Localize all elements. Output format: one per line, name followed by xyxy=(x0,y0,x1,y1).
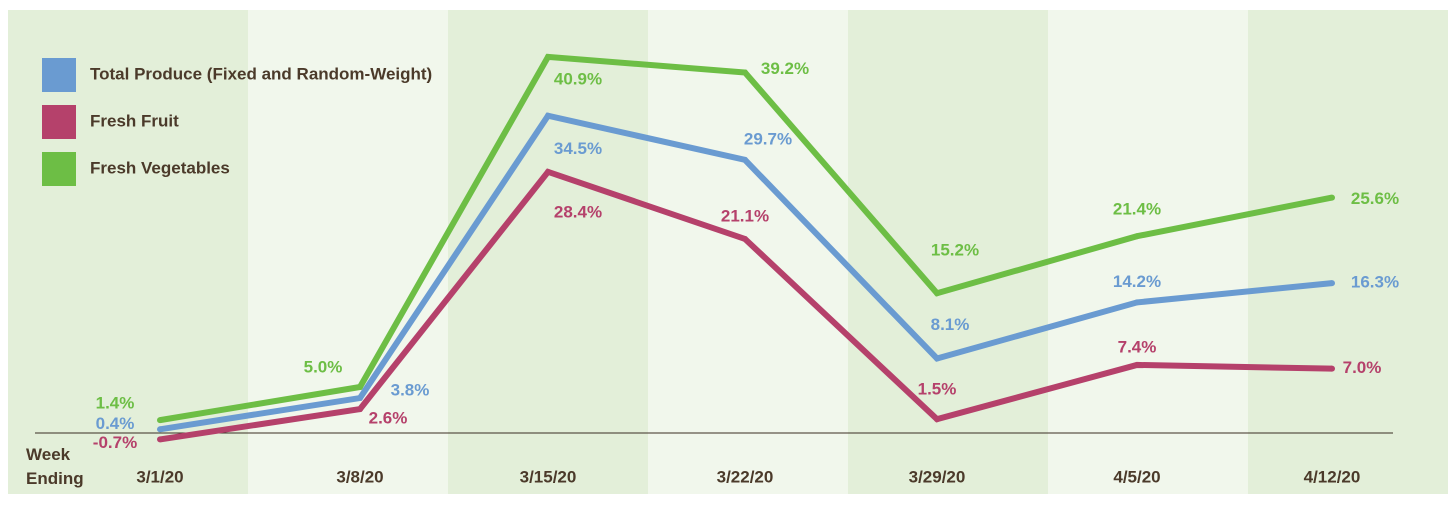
point xyxy=(742,69,748,76)
x-tick-label: 3/15/20 xyxy=(520,467,577,486)
column-band xyxy=(448,10,648,494)
x-tick-label: 3/22/20 xyxy=(717,467,774,486)
x-tick-label: 4/5/20 xyxy=(1113,467,1160,486)
data-label: 5.0% xyxy=(304,357,343,376)
point xyxy=(157,426,163,433)
data-label: 25.6% xyxy=(1351,189,1399,208)
data-label: 7.4% xyxy=(1118,337,1157,356)
point xyxy=(1134,233,1140,240)
point xyxy=(157,417,163,424)
point xyxy=(545,53,551,60)
x-tick-label: 4/12/20 xyxy=(1304,467,1361,486)
data-label: 1.4% xyxy=(96,394,135,413)
point xyxy=(1329,280,1335,287)
point xyxy=(357,384,363,391)
data-label: 21.1% xyxy=(721,206,769,225)
data-label: 29.7% xyxy=(744,129,792,148)
x-axis-label: Week Ending xyxy=(26,445,84,488)
data-label: 16.3% xyxy=(1351,273,1399,292)
point xyxy=(1329,365,1335,372)
point xyxy=(1134,361,1140,368)
point xyxy=(1329,194,1335,201)
data-label: 0.4% xyxy=(96,414,135,433)
data-label: 3.8% xyxy=(391,381,430,400)
point xyxy=(545,112,551,119)
legend-label: Fresh Vegetables xyxy=(90,158,230,177)
legend-swatch xyxy=(42,152,76,186)
point xyxy=(742,156,748,163)
point xyxy=(1134,299,1140,306)
x-tick-label: 3/8/20 xyxy=(336,467,383,486)
legend-label: Fresh Fruit xyxy=(90,111,179,130)
data-label: 1.5% xyxy=(918,380,957,399)
point xyxy=(934,355,940,362)
data-label: 39.2% xyxy=(761,59,809,78)
data-label: 8.1% xyxy=(931,315,970,334)
data-label: 34.5% xyxy=(554,139,602,158)
data-label: 14.2% xyxy=(1113,272,1161,291)
data-label: 40.9% xyxy=(554,69,602,88)
legend-swatch xyxy=(42,105,76,139)
data-label: 7.0% xyxy=(1343,358,1382,377)
legend-label: Total Produce (Fixed and Random-Weight) xyxy=(90,64,432,83)
data-label: 15.2% xyxy=(931,241,979,260)
point xyxy=(742,235,748,242)
point xyxy=(934,290,940,297)
data-label: 21.4% xyxy=(1113,200,1161,219)
point xyxy=(157,436,163,443)
legend-swatch xyxy=(42,58,76,92)
point xyxy=(934,416,940,423)
x-tick-label: 3/29/20 xyxy=(909,467,966,486)
point xyxy=(357,395,363,402)
x-tick-label: 3/1/20 xyxy=(136,467,183,486)
data-label: 28.4% xyxy=(554,202,602,221)
data-label: -0.7% xyxy=(93,433,137,452)
point xyxy=(357,406,363,413)
point xyxy=(545,168,551,175)
column-band xyxy=(1248,10,1448,494)
data-label: 2.6% xyxy=(369,409,408,428)
column-band xyxy=(648,10,848,494)
